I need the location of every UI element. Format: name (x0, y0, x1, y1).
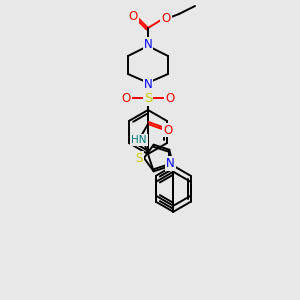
Text: O: O (122, 92, 130, 104)
Text: S: S (144, 92, 152, 104)
Text: O: O (161, 11, 171, 25)
Text: S: S (135, 152, 143, 164)
Text: N: N (144, 77, 152, 91)
Text: N: N (166, 157, 175, 170)
Text: HN: HN (131, 135, 147, 145)
Text: O: O (128, 10, 138, 22)
Text: N: N (144, 38, 152, 50)
Text: O: O (165, 92, 175, 104)
Text: O: O (164, 124, 172, 136)
